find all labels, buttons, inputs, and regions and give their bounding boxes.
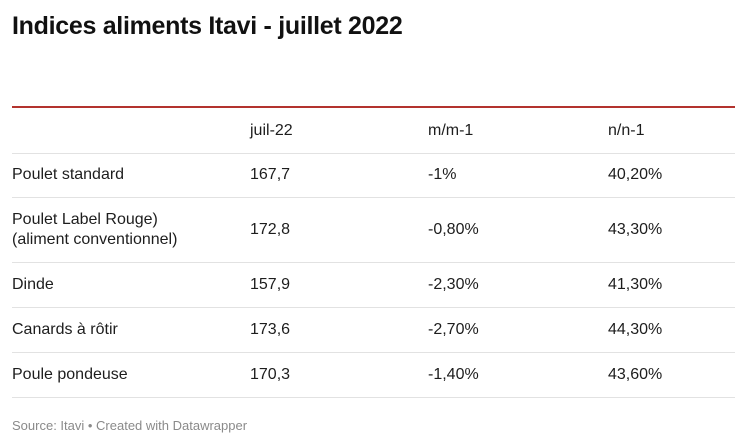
cell: 43,60% [608,366,663,383]
cell: 41,30% [608,276,663,293]
cell: 173,6 [250,321,291,338]
row-label: Canards à rôtir [12,321,118,338]
row-label: Poule pondeuse [12,366,128,383]
table-row: Poule pondeuse 170,3 -1,40% 43,60% [12,353,735,398]
cell: 172,8 [250,221,291,238]
cell: 40,20% [608,166,663,183]
cell: -1% [428,166,457,183]
header-row: juil-22 m/m-1 n/n-1 [12,108,735,154]
table-row: Canards à rôtir 173,6 -2,70% 44,30% [12,308,735,353]
row-label: Poulet Label Rouge) (aliment conventionn… [12,211,178,248]
cell: 167,7 [250,166,291,183]
title: Indices aliments Itavi - juillet 2022 [12,12,403,40]
row-label: Poulet standard [12,166,125,183]
cell: m/m-1 [428,121,474,139]
header-rule [12,106,735,108]
cell: n/n-1 [608,121,645,139]
cell: -1,40% [428,366,479,383]
table-row: Poulet standard 167,7 -1% 40,20% [12,153,735,198]
cell: -0,80% [428,221,479,238]
cell: -2,30% [428,276,479,293]
cell: 157,9 [250,276,291,293]
row-label: Dinde [12,276,54,293]
source: Source: Itavi • Created with Datawrapper [12,418,248,433]
table-row: Poulet Label Rouge) (aliment conventionn… [12,198,735,263]
cell: 43,30% [608,221,663,238]
cell: juil-22 [250,121,293,139]
cell: 170,3 [250,366,291,383]
cell: 44,30% [608,321,663,338]
table-row: Dinde 157,9 -2,30% 41,30% [12,263,735,308]
cell: -2,70% [428,321,479,338]
